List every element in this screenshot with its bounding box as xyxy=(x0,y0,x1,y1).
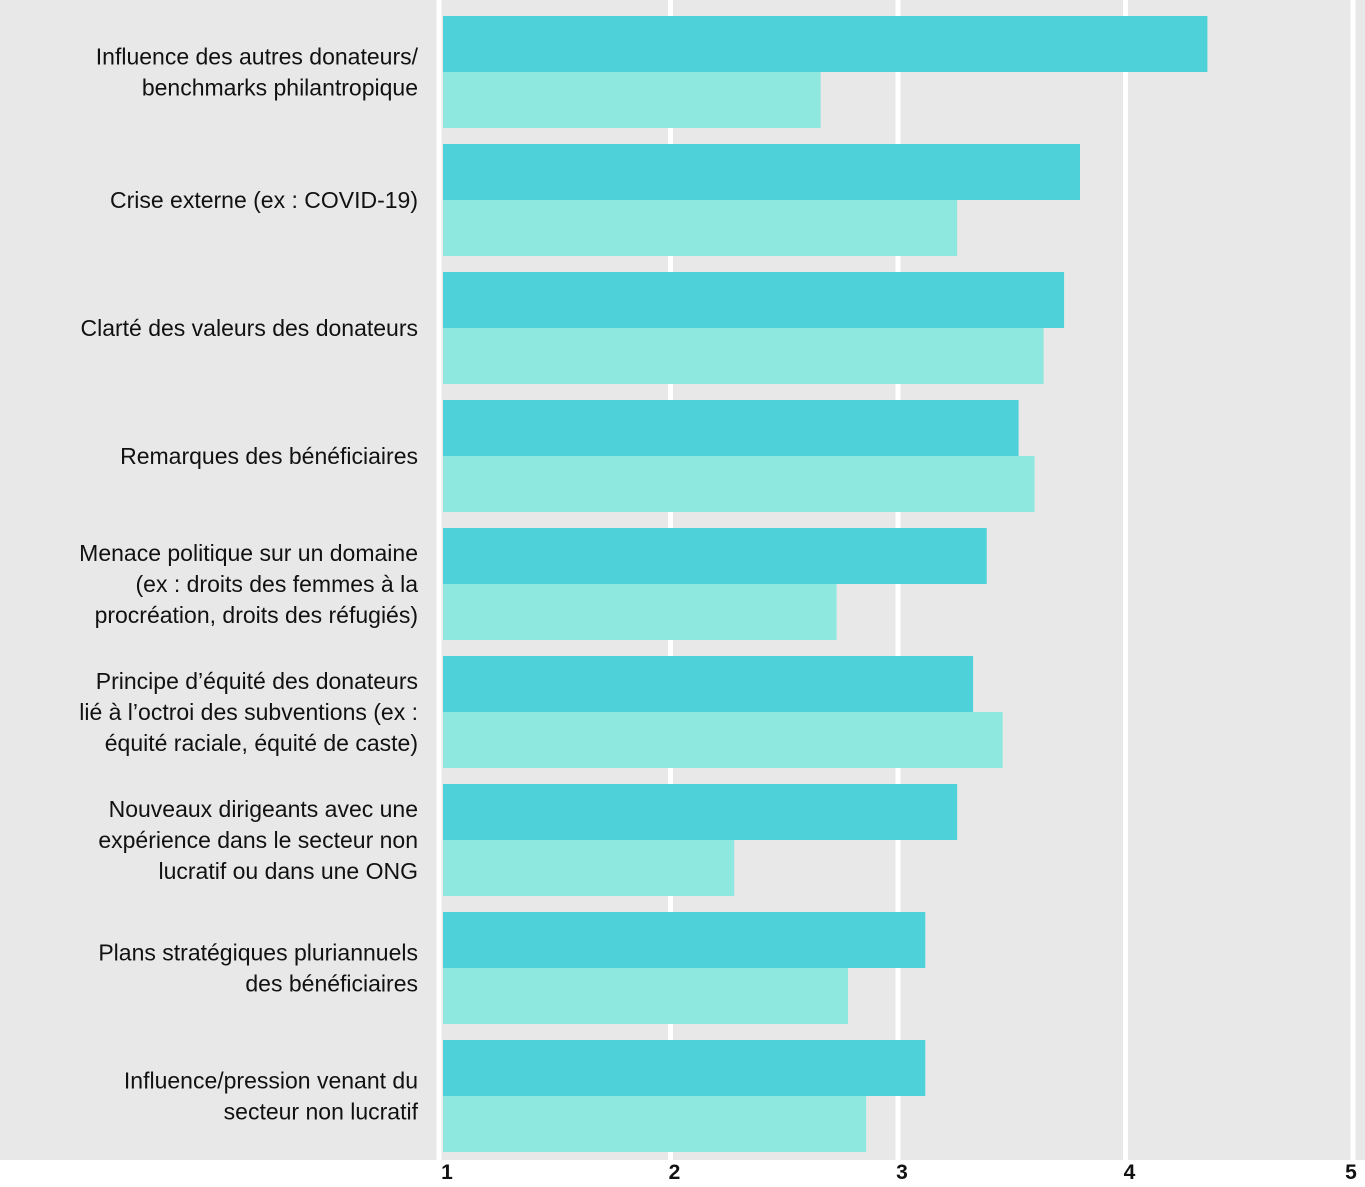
bar-series-2 xyxy=(443,72,821,128)
bar-series-1 xyxy=(443,144,1080,200)
bar-series-1 xyxy=(443,784,958,840)
x-tick-label: 5 xyxy=(1345,1161,1357,1184)
x-axis-tick-labels: 1 2 3 4 5 xyxy=(441,1161,1357,1184)
x-tick-label: 3 xyxy=(896,1161,908,1184)
bar-series-1 xyxy=(443,528,987,584)
x-tick-label: 2 xyxy=(669,1161,681,1184)
bar-series-2 xyxy=(443,840,735,896)
category-labels: Influence des autres donateurs/benchmark… xyxy=(79,44,418,1125)
bar-series-2 xyxy=(443,1096,867,1152)
category-label: Influence des autres donateurs/benchmark… xyxy=(96,44,419,101)
bar-series-1 xyxy=(443,400,1019,456)
bars xyxy=(443,16,1208,1152)
category-label: Plans stratégiques pluriannuels des bénéf… xyxy=(98,940,418,997)
bar-series-2 xyxy=(443,584,837,640)
category-label: Clarté des valeurs des donateurs xyxy=(80,315,418,341)
bar-series-2 xyxy=(443,328,1044,384)
category-label: Principe d’équité des donateurs lié à l’o… xyxy=(79,668,418,756)
bar-series-1 xyxy=(443,16,1208,72)
category-label: Crise externe (ex : COVID-19) xyxy=(110,187,418,213)
bar-series-1 xyxy=(443,656,974,712)
category-label: Remarques des bénéficiaires xyxy=(120,443,418,469)
bar-series-2 xyxy=(443,456,1035,512)
bar-series-2 xyxy=(443,712,1003,768)
bar-series-1 xyxy=(443,912,926,968)
category-label: Menace politique sur un domaine (ex : dro… xyxy=(79,540,418,628)
bar-series-2 xyxy=(443,968,848,1024)
x-tick-label: 4 xyxy=(1124,1161,1136,1184)
bar-series-2 xyxy=(443,200,958,256)
bar-series-1 xyxy=(443,272,1065,328)
category-label: Nouveaux dirigeants avec une expérience d… xyxy=(98,796,418,884)
category-label: Influence/pression venant du secteur non … xyxy=(124,1068,419,1125)
bar-series-1 xyxy=(443,1040,926,1096)
x-tick-label: 1 xyxy=(441,1161,453,1184)
